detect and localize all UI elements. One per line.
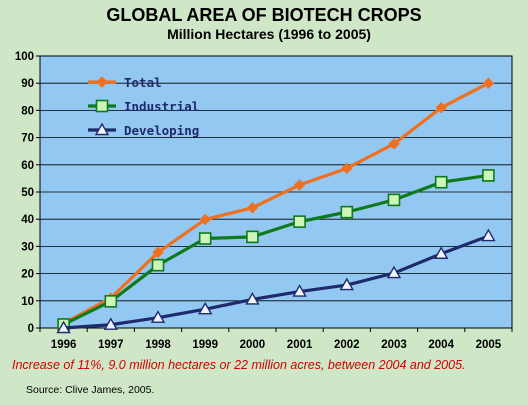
y-tick-label: 50: [21, 187, 34, 199]
y-tick-label: 90: [21, 78, 34, 90]
chart-note: Increase of 11%, 9.0 million hectares or…: [12, 358, 466, 372]
x-tick-label: 2001: [287, 339, 313, 351]
point-industrial: [482, 169, 495, 182]
x-tick-label: 1999: [192, 339, 218, 351]
point-total: [246, 202, 259, 214]
legend-label-total: Total: [124, 75, 162, 90]
legend-marker-developing: [94, 122, 110, 136]
point-industrial: [340, 205, 354, 219]
point-developing: [433, 246, 449, 259]
point-developing: [339, 277, 355, 291]
y-tick-label: 80: [21, 105, 34, 117]
series-line-total: [62, 81, 490, 325]
point-developing: [197, 301, 213, 315]
point-developing: [56, 320, 71, 334]
series-line-developing: [63, 234, 489, 330]
point-industrial: [246, 230, 259, 244]
point-industrial: [151, 258, 165, 272]
y-tick-label: 0: [28, 323, 34, 335]
legend-marker-industrial: [95, 99, 109, 113]
point-developing: [292, 284, 307, 297]
y-tick-label: 10: [21, 296, 34, 308]
x-tick-label: 1996: [51, 339, 77, 351]
y-tick-label: 30: [21, 241, 34, 253]
point-total: [435, 101, 447, 114]
point-developing: [103, 317, 119, 330]
point-industrial: [293, 215, 306, 228]
chart-subtitle: Million Hectares (1996 to 2005): [167, 26, 371, 42]
chart-source: Source: Clive James, 2005.: [26, 384, 155, 396]
series-line-industrial: [62, 173, 489, 326]
point-total: [152, 246, 164, 259]
y-tick-label: 70: [21, 133, 34, 145]
legend-label-developing: Developing: [124, 123, 199, 138]
point-industrial: [434, 175, 448, 189]
point-industrial: [198, 232, 212, 245]
point-total: [482, 77, 495, 89]
x-tick-label: 1997: [98, 339, 124, 351]
legend-marker-total: [96, 76, 108, 88]
x-tick-label: 2003: [381, 339, 407, 351]
y-tick-label: 60: [21, 160, 34, 172]
point-developing: [386, 265, 402, 279]
x-tick-label: 1998: [145, 339, 171, 351]
y-tick-label: 40: [21, 214, 34, 226]
legend-label-industrial: Industrial: [124, 99, 199, 114]
y-tick-label: 100: [15, 51, 34, 63]
point-total: [199, 213, 211, 226]
y-tick-label: 20: [21, 269, 34, 281]
point-total: [341, 162, 353, 175]
point-total: [293, 179, 306, 191]
x-tick-label: 2004: [428, 339, 454, 351]
point-industrial: [387, 193, 401, 207]
x-tick-label: 2000: [240, 339, 266, 351]
chart-title: GLOBAL AREA OF BIOTECH CROPS: [106, 5, 422, 25]
point-total: [388, 138, 400, 150]
point-developing: [245, 292, 260, 305]
x-tick-label: 2005: [476, 339, 502, 351]
point-developing: [481, 228, 496, 242]
x-tick-label: 2002: [334, 339, 360, 351]
point-industrial: [104, 295, 118, 308]
point-developing: [150, 310, 166, 323]
